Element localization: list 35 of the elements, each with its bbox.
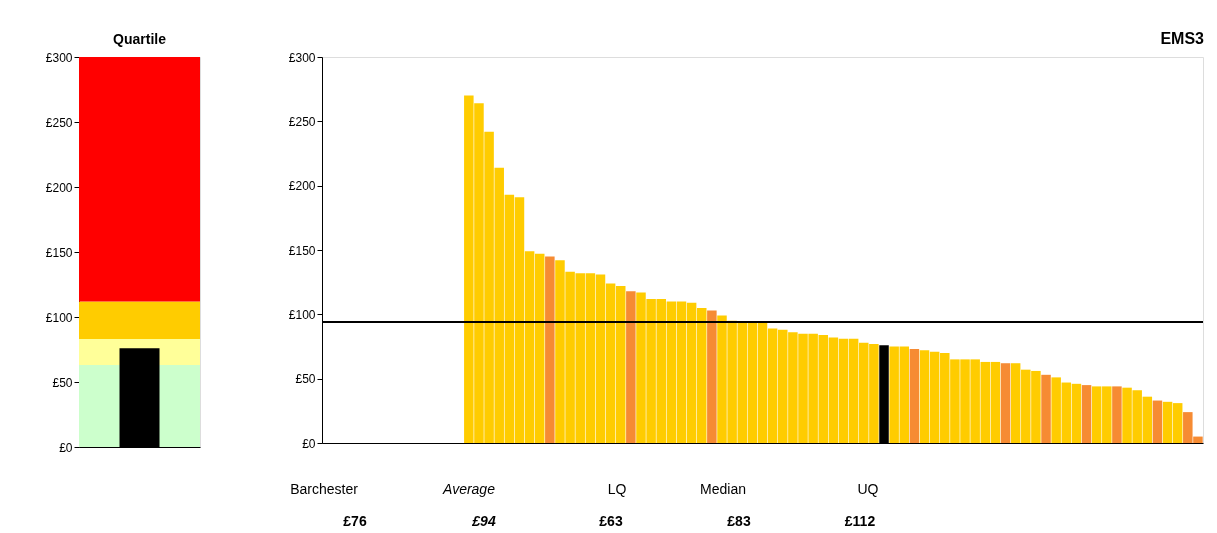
y-tick-label: £300: [45, 50, 73, 65]
y-tick-label: £200: [45, 180, 73, 195]
y-tick-label: £50: [295, 372, 316, 387]
text: UQ: [857, 481, 879, 497]
y-tick-label: £300: [288, 50, 316, 65]
bar: [626, 291, 636, 443]
chart-title: EMS3: [1160, 30, 1205, 47]
chart-title: Quartile: [113, 31, 167, 47]
bar: [1152, 400, 1163, 443]
text: £83: [727, 513, 751, 529]
text: £94: [471, 513, 496, 529]
y-tick-label: £250: [45, 115, 73, 130]
bar: [1000, 363, 1011, 443]
text: Median: [700, 481, 746, 497]
y-tick-label: £250: [288, 114, 316, 129]
y-tick-label: £150: [288, 243, 316, 258]
y-tick-label: £0: [59, 440, 73, 455]
y-tick-label: £200: [288, 179, 316, 194]
bar: [1112, 386, 1122, 443]
text: LQ: [607, 481, 627, 497]
bar: [1041, 374, 1051, 443]
y-tick-label: £0: [302, 436, 316, 451]
text: £63: [599, 513, 623, 529]
text: Average: [442, 481, 496, 497]
y-tick-label: £100: [288, 307, 316, 322]
y-tick-label: £150: [45, 245, 73, 260]
y-tick-label: £100: [45, 310, 73, 325]
bar: [909, 349, 920, 443]
bar: [545, 256, 555, 443]
y-tick-label: £50: [52, 375, 73, 390]
bar: [1081, 385, 1092, 443]
text: Barchester: [290, 481, 359, 497]
text: £76: [343, 513, 367, 529]
text: £112: [844, 513, 876, 529]
bar: [707, 310, 717, 443]
